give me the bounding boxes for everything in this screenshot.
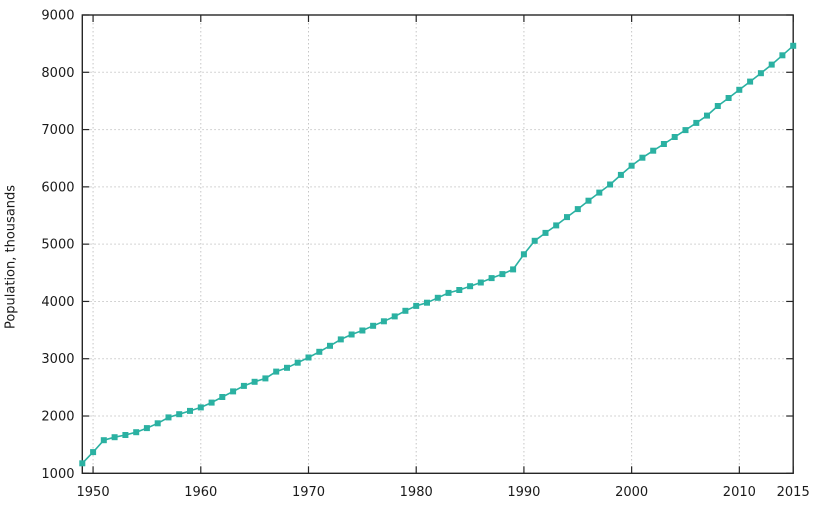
data-point-1984: [456, 287, 463, 293]
y-tick-label-1000: 1000: [41, 467, 74, 482]
data-point-1988: [499, 271, 506, 278]
y-tick-label-3000: 3000: [41, 352, 74, 367]
data-point-1953: [122, 432, 129, 438]
x-tick-label-1950: 1950: [77, 485, 110, 500]
data-point-1949: [79, 460, 86, 467]
y-tick-label-9000: 9000: [41, 9, 74, 24]
data-point-2001: [639, 154, 646, 161]
data-point-1986: [477, 279, 484, 286]
data-point-1950: [90, 449, 97, 456]
data-point-1954: [133, 429, 140, 436]
data-point-2000: [628, 162, 635, 169]
data-point-1972: [327, 342, 333, 349]
data-point-1995: [574, 206, 581, 213]
data-point-1959: [187, 407, 193, 414]
data-point-1993: [553, 222, 560, 229]
data-point-1951: [100, 437, 107, 444]
data-point-1960: [197, 404, 204, 411]
data-point-2005: [682, 127, 689, 134]
data-point-2015: [790, 42, 797, 49]
data-point-1974: [348, 331, 355, 338]
data-point-1985: [467, 283, 474, 290]
data-point-2007: [704, 112, 710, 119]
x-tick-label-2015: 2015: [777, 485, 810, 500]
x-tick-label-1970: 1970: [292, 485, 325, 500]
data-point-1971: [316, 348, 323, 355]
data-point-1979: [402, 307, 409, 314]
y-tick-label-2000: 2000: [41, 410, 74, 425]
data-point-2004: [671, 134, 678, 140]
data-point-2013: [768, 61, 775, 68]
y-tick-labels: 1000 2000 3000 4000 5000 6000 7000 8000 9000: [41, 9, 74, 482]
axis-ticks: [82, 14, 794, 474]
data-point-1977: [380, 318, 387, 325]
data-point-1978: [391, 313, 398, 320]
data-point-1958: [176, 411, 183, 418]
data-point-1965: [251, 378, 258, 385]
data-point-1970: [305, 354, 312, 361]
data-point-1969: [294, 359, 301, 366]
x-tick-labels: 1950 1960 1970 1980 1990 2000 2010 2015: [77, 485, 810, 500]
data-point-1967: [273, 368, 280, 375]
data-point-2010: [736, 86, 743, 93]
series-line: [81, 45, 794, 464]
data-point-2006: [693, 119, 700, 126]
data-point-1987: [488, 275, 495, 282]
data-point-1962: [219, 394, 226, 400]
gridlines: [82, 15, 794, 474]
x-tick-label-1960: 1960: [184, 485, 217, 500]
data-point-1973: [337, 336, 344, 343]
data-point-1955: [143, 425, 150, 432]
data-point-2008: [714, 103, 721, 109]
data-point-1992: [542, 229, 549, 236]
data-point-1980: [413, 302, 420, 309]
data-point-1956: [154, 420, 161, 427]
data-point-1996: [585, 197, 592, 204]
data-series: [79, 42, 797, 467]
data-point-2009: [725, 95, 732, 101]
data-point-2012: [757, 70, 764, 77]
y-tick-label-7000: 7000: [41, 123, 74, 138]
data-point-1998: [607, 181, 614, 188]
data-point-2003: [660, 141, 667, 147]
data-point-2011: [747, 78, 754, 85]
data-point-1994: [564, 214, 570, 221]
data-point-1990: [520, 251, 527, 258]
data-point-1952: [111, 434, 118, 441]
data-point-1997: [596, 189, 603, 196]
x-tick-label-1990: 1990: [507, 485, 540, 500]
data-point-1968: [284, 364, 290, 371]
data-point-1966: [262, 375, 269, 382]
data-point-1999: [617, 171, 624, 178]
data-point-1961: [208, 399, 215, 406]
data-point-1989: [510, 266, 517, 273]
data-point-2002: [650, 147, 657, 154]
data-point-1981: [424, 299, 430, 306]
x-tick-label-1980: 1980: [400, 485, 433, 500]
data-point-2014: [779, 52, 786, 59]
y-tick-label-6000: 6000: [41, 180, 74, 195]
data-point-1975: [359, 327, 366, 334]
data-point-1982: [434, 294, 441, 301]
y-tick-label-4000: 4000: [41, 295, 74, 310]
data-point-1963: [230, 388, 237, 395]
y-tick-label-5000: 5000: [41, 238, 74, 253]
x-tick-label-2010: 2010: [723, 485, 756, 500]
y-tick-label-8000: 8000: [41, 66, 74, 81]
data-point-1964: [240, 382, 247, 389]
data-point-1957: [165, 414, 172, 421]
data-point-1991: [531, 237, 538, 244]
data-point-1976: [370, 322, 377, 329]
x-tick-label-2000: 2000: [615, 485, 648, 500]
data-point-1983: [445, 289, 452, 296]
